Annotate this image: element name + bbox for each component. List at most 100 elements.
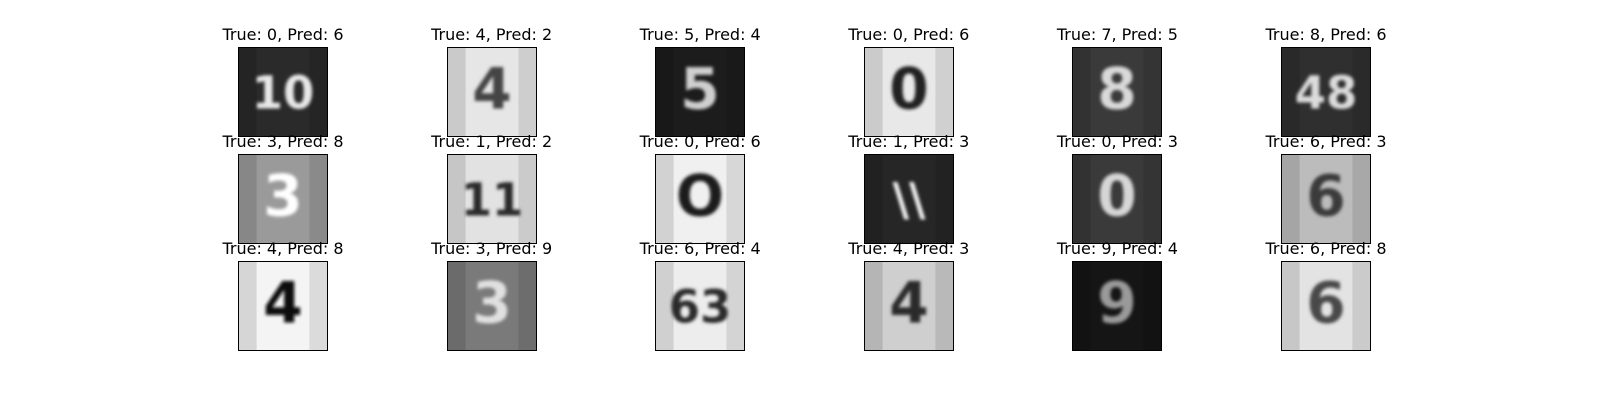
digit-image: 4 [446, 47, 537, 137]
digit-image-svg: 11 [447, 155, 536, 243]
digit-panel: True: 6, Pred: 8 6 [1236, 239, 1416, 351]
digit-image: 63 [655, 261, 746, 351]
digit-glyph: 6 [1306, 271, 1345, 337]
image-vignette [935, 262, 953, 350]
digit-panel: True: 0, Pred: 6 O [610, 132, 790, 244]
digit-image-svg: 8 [1073, 48, 1162, 136]
image-vignette [1282, 155, 1300, 243]
panel-title: True: 9, Pred: 4 [1056, 239, 1178, 258]
digit-panel: True: 1, Pred: 2 11 [402, 132, 582, 244]
digit-image-svg: 6 [1282, 155, 1370, 243]
image-vignette [726, 262, 745, 350]
digit-image: 10 [238, 47, 328, 137]
image-vignette [864, 262, 883, 350]
digit-panel: True: 3, Pred: 8 3 [193, 132, 373, 244]
panel-title: True: 3, Pred: 9 [431, 239, 553, 258]
image-vignette [309, 155, 327, 243]
image-vignette [935, 155, 953, 243]
image-background [656, 262, 745, 350]
digit-panel: True: 1, Pred: 3 \\ [819, 132, 999, 244]
image-vignette [1143, 155, 1162, 243]
digit-panel: True: 4, Pred: 2 4 [402, 25, 582, 137]
image-background [1073, 262, 1162, 350]
panel-title: True: 0, Pred: 6 [639, 132, 761, 151]
image-background [239, 262, 327, 350]
image-vignette [656, 262, 674, 350]
digit-image-svg: \\ [864, 155, 953, 243]
digit-image: 4 [863, 261, 954, 351]
panel-title: True: 3, Pred: 8 [222, 132, 344, 151]
digit-image-svg: 4 [864, 262, 953, 350]
image-vignette [1352, 155, 1370, 243]
digit-panel: True: 5, Pred: 4 5 [610, 25, 790, 137]
image-background [447, 155, 536, 243]
digit-image: 6 [1281, 154, 1371, 244]
digit-image: 3 [238, 154, 328, 244]
image-vignette [1143, 48, 1162, 136]
digit-image: 5 [655, 47, 746, 137]
digit-panel: True: 0, Pred: 6 0 [819, 25, 999, 137]
image-background [1282, 155, 1370, 243]
image-background [864, 48, 953, 136]
image-background [864, 262, 953, 350]
panel-title: True: 1, Pred: 3 [848, 132, 970, 151]
digit-glyph: 11 [460, 174, 523, 227]
image-vignette [864, 155, 883, 243]
digit-glyph: 63 [669, 281, 732, 334]
digit-glyph: 4 [263, 271, 302, 337]
digit-image: \\ [863, 154, 954, 244]
panel-title: True: 4, Pred: 3 [848, 239, 970, 258]
image-background [656, 155, 745, 243]
digit-glyph: 10 [252, 67, 315, 120]
digit-image-svg: O [656, 155, 745, 243]
image-background [1282, 262, 1370, 350]
digit-image-svg: 3 [239, 155, 327, 243]
panel-title: True: 6, Pred: 4 [639, 239, 761, 258]
image-vignette [864, 48, 883, 136]
digit-glyph: 0 [1098, 164, 1137, 230]
digit-image-svg: 63 [656, 262, 745, 350]
digit-panel: True: 4, Pred: 8 4 [193, 239, 373, 351]
digit-glyph: 4 [889, 271, 928, 337]
image-vignette [656, 155, 674, 243]
digit-image-svg: 4 [447, 48, 536, 136]
digit-image: 9 [1072, 261, 1163, 351]
image-vignette [1073, 262, 1091, 350]
digit-glyph: 3 [472, 271, 511, 337]
digit-image-svg: 10 [239, 48, 327, 136]
digit-image-svg: 4 [239, 262, 327, 350]
digit-panel: True: 0, Pred: 3 0 [1027, 132, 1207, 244]
image-background [447, 48, 536, 136]
image-background [656, 48, 745, 136]
image-vignette [1073, 155, 1091, 243]
digit-panel: True: 3, Pred: 9 3 [402, 239, 582, 351]
digit-image: 11 [446, 154, 537, 244]
digit-glyph: 9 [1098, 271, 1137, 337]
image-background [447, 262, 536, 350]
image-vignette [1282, 48, 1300, 136]
image-background [239, 155, 327, 243]
digit-image: 0 [863, 47, 954, 137]
digit-glyph: \\ [892, 174, 925, 227]
image-vignette [447, 48, 466, 136]
digit-panel: True: 4, Pred: 3 4 [819, 239, 999, 351]
image-vignette [517, 48, 536, 136]
image-vignette [726, 155, 745, 243]
digit-glyph: 3 [263, 164, 302, 230]
image-background [1282, 48, 1370, 136]
panel-title: True: 0, Pred: 6 [222, 25, 344, 44]
digit-image-svg: 48 [1282, 48, 1370, 136]
digit-image-svg: 5 [656, 48, 745, 136]
image-vignette [309, 262, 327, 350]
digit-image-svg: 0 [1073, 155, 1162, 243]
image-vignette [447, 155, 466, 243]
digit-panel: True: 7, Pred: 5 8 [1027, 25, 1207, 137]
digit-panel: True: 9, Pred: 4 9 [1027, 239, 1207, 351]
panel-title: True: 8, Pred: 6 [1265, 25, 1387, 44]
digit-panel: True: 0, Pred: 6 10 [193, 25, 373, 137]
digit-image: 0 [1072, 154, 1163, 244]
image-vignette [517, 155, 536, 243]
panel-title: True: 1, Pred: 2 [431, 132, 553, 151]
image-vignette [239, 262, 257, 350]
